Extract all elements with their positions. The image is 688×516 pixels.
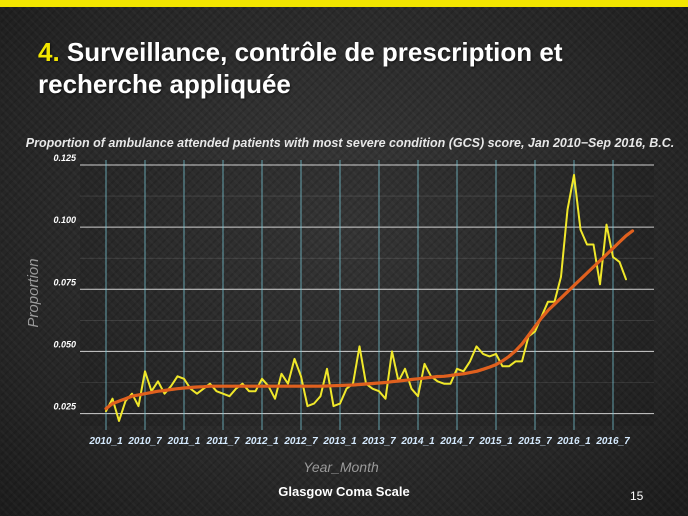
y-axis-title: Proportion bbox=[25, 258, 42, 327]
x-tick-label: 2015_1 bbox=[478, 436, 513, 447]
x-tick-label: 2010_7 bbox=[127, 436, 162, 447]
x-tick-label: 2015_7 bbox=[517, 436, 552, 447]
plot-area bbox=[80, 160, 654, 426]
y-tick-label: 0.125 bbox=[53, 153, 77, 163]
x-tick-label: 2016_7 bbox=[595, 436, 630, 447]
y-tick-label: 0.050 bbox=[53, 339, 76, 349]
x-tick-label: 2014_7 bbox=[439, 436, 474, 447]
y-tick-label: 0.075 bbox=[53, 277, 77, 287]
slide-title-text: Surveillance, contrôle de prescription e… bbox=[38, 37, 563, 99]
trend-series-line bbox=[104, 229, 635, 411]
x-tick-label: 2012_1 bbox=[244, 436, 279, 447]
y-tick-label: 0.025 bbox=[53, 402, 77, 412]
chart-title: Proportion of ambulance attended patient… bbox=[25, 136, 675, 150]
x-tick-label: 2013_1 bbox=[322, 436, 357, 447]
y-tick-label: 0.100 bbox=[53, 215, 76, 225]
x-tick-label: 2016_1 bbox=[556, 436, 591, 447]
slide-title-number: 4. bbox=[38, 37, 60, 67]
x-tick-label: 2011_1 bbox=[167, 436, 201, 447]
x-tick-label: 2014_1 bbox=[400, 436, 435, 447]
x-tick-label: 2010_1 bbox=[88, 436, 123, 447]
footer-label: Glasgow Coma Scale bbox=[278, 484, 410, 499]
x-tick-label: 2011_7 bbox=[206, 436, 240, 447]
x-tick-label: 2012_7 bbox=[283, 436, 318, 447]
x-axis-title: Year_Month bbox=[303, 459, 379, 475]
x-tick-label: 2013_7 bbox=[361, 436, 396, 447]
top-accent-bar bbox=[0, 0, 688, 7]
slide-title: 4. Surveillance, contrôle de prescriptio… bbox=[38, 36, 658, 100]
page-number: 15 bbox=[630, 489, 644, 503]
